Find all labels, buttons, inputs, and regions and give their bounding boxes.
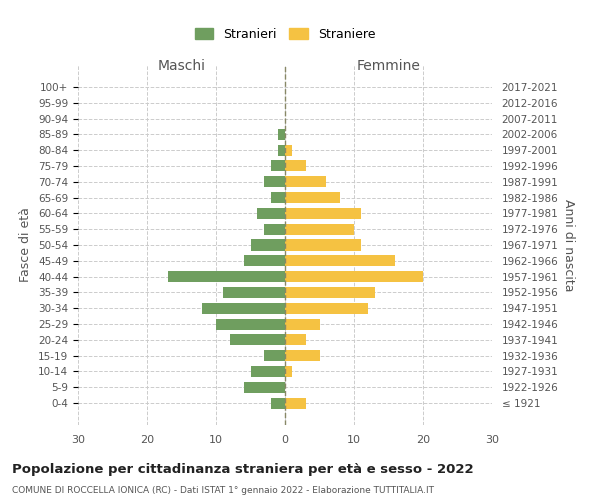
- Bar: [285, 160, 306, 172]
- Bar: [278, 144, 285, 156]
- Bar: [285, 144, 292, 156]
- Bar: [202, 302, 285, 314]
- Bar: [251, 240, 285, 250]
- Bar: [285, 366, 292, 377]
- Bar: [285, 287, 374, 298]
- Bar: [285, 271, 423, 282]
- Text: Popolazione per cittadinanza straniera per età e sesso - 2022: Popolazione per cittadinanza straniera p…: [12, 462, 473, 475]
- Bar: [265, 176, 285, 188]
- Bar: [271, 160, 285, 172]
- Bar: [265, 224, 285, 234]
- Bar: [285, 398, 306, 408]
- Bar: [285, 256, 395, 266]
- Bar: [265, 350, 285, 361]
- Bar: [257, 208, 285, 219]
- Bar: [285, 350, 320, 361]
- Bar: [271, 398, 285, 408]
- Bar: [251, 366, 285, 377]
- Bar: [285, 208, 361, 219]
- Bar: [278, 129, 285, 140]
- Bar: [285, 192, 340, 203]
- Bar: [285, 318, 320, 330]
- Bar: [216, 318, 285, 330]
- Bar: [244, 382, 285, 393]
- Bar: [223, 287, 285, 298]
- Text: Maschi: Maschi: [158, 58, 206, 72]
- Bar: [285, 334, 306, 345]
- Bar: [285, 302, 368, 314]
- Bar: [285, 176, 326, 188]
- Bar: [244, 256, 285, 266]
- Text: Femmine: Femmine: [356, 58, 421, 72]
- Bar: [285, 224, 354, 234]
- Legend: Stranieri, Straniere: Stranieri, Straniere: [194, 28, 376, 41]
- Y-axis label: Fasce di età: Fasce di età: [19, 208, 32, 282]
- Bar: [230, 334, 285, 345]
- Text: COMUNE DI ROCCELLA IONICA (RC) - Dati ISTAT 1° gennaio 2022 - Elaborazione TUTTI: COMUNE DI ROCCELLA IONICA (RC) - Dati IS…: [12, 486, 434, 495]
- Bar: [168, 271, 285, 282]
- Bar: [285, 240, 361, 250]
- Y-axis label: Anni di nascita: Anni di nascita: [562, 198, 575, 291]
- Bar: [271, 192, 285, 203]
